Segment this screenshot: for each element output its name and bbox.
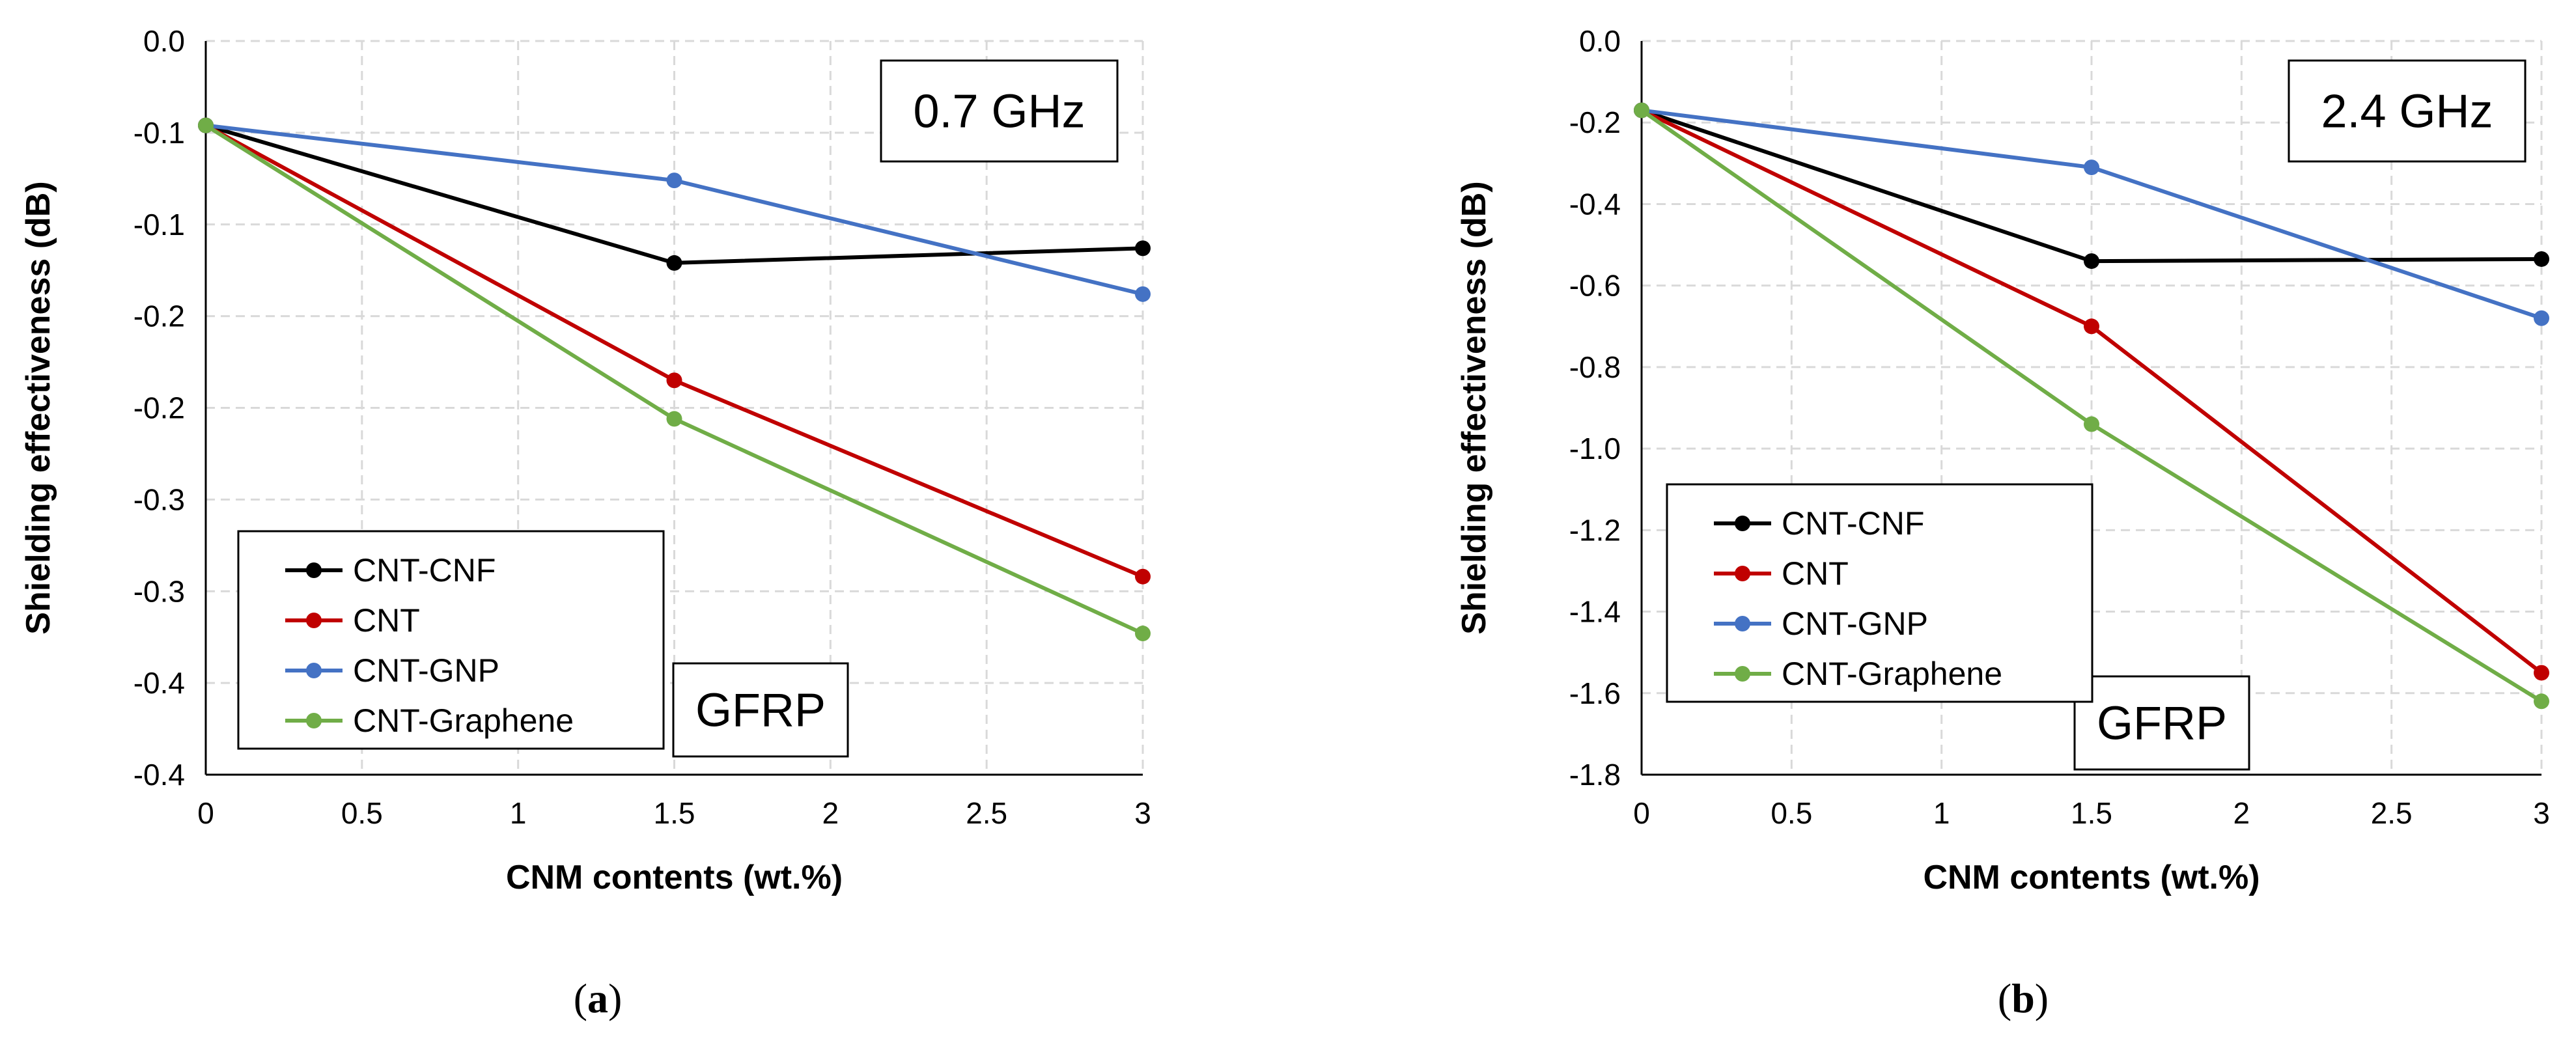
legend-swatch-marker-cnt-gnp: [1735, 616, 1750, 631]
x-tick-label: 1: [1933, 796, 1950, 830]
data-point-cnt-gnp: [666, 173, 682, 189]
x-tick-label: 0: [197, 796, 214, 830]
legend-label-cnt-graphene: CNT-Graphene: [1782, 656, 2002, 692]
panel-caption: (b): [1998, 975, 2049, 1021]
legend-label-cnt: CNT: [1782, 555, 1849, 592]
material-box: [2073, 675, 2250, 771]
data-point-cnt-graphene: [2084, 416, 2099, 432]
data-point-cnt-gnp: [2534, 310, 2549, 326]
x-axis-title: CNM contents (wt.%): [506, 859, 843, 896]
x-tick-label: 1.5: [2071, 796, 2112, 830]
data-point-cnt-graphene: [1634, 102, 1649, 118]
y-tick-label: -0.2: [133, 299, 185, 333]
x-tick-label: 0.5: [341, 796, 383, 830]
y-tick-label: -0.4: [133, 758, 185, 792]
y-tick-label: -0.3: [133, 482, 185, 516]
x-tick-label: 2: [2233, 796, 2250, 830]
data-point-cnt: [666, 372, 682, 389]
data-point-cnt-cnf: [2084, 253, 2099, 270]
y-axis-title: Shielding effectiveness (dB): [20, 181, 57, 634]
legend-label-cnt-cnf: CNT-CNF: [1782, 505, 1924, 542]
y-tick-label: -0.6: [1569, 269, 1621, 303]
legend-swatch-marker-cnt: [1735, 566, 1750, 581]
material-box: [672, 662, 849, 758]
legend-swatch-marker-cnt-cnf: [306, 562, 322, 578]
data-point-cnt-cnf: [2534, 251, 2549, 267]
x-tick-label: 2.5: [2371, 796, 2413, 830]
data-point-cnt-cnf: [1135, 240, 1151, 256]
y-tick-label: -1.8: [1569, 758, 1621, 792]
frequency-label: 0.7 GHz: [913, 86, 1085, 138]
x-axis-title: CNM contents (wt.%): [1923, 859, 2260, 896]
x-tick-label: 0: [1633, 796, 1650, 830]
x-tick-label: 1: [510, 796, 527, 830]
data-point-cnt-gnp: [1135, 286, 1151, 302]
legend-label-cnt-gnp: CNT-GNP: [353, 652, 499, 689]
y-axis-title: Shielding effectiveness (dB): [1455, 181, 1493, 634]
x-tick-label: 3: [1134, 796, 1151, 830]
data-point-cnt: [2534, 665, 2549, 681]
frequency-box: [2288, 59, 2527, 163]
y-tick-label: -0.8: [1569, 350, 1621, 384]
legend-swatch-marker-cnt: [306, 613, 322, 628]
panel-a-chart: 0.0 -0.1 -0.1 -0.2 -0.2 -0.3 -0.3 -0.4 -0.4 0 0.5 1…: [20, 24, 1151, 1021]
y-tick-label: -1.4: [1569, 595, 1621, 629]
frequency-label: 2.4 GHz: [2321, 86, 2493, 138]
data-point-cnt-graphene: [198, 117, 214, 133]
legend-swatch-marker-cnt-graphene: [306, 713, 322, 728]
data-point-cnt-gnp: [2084, 159, 2099, 176]
legend-label-cnt: CNT: [353, 602, 420, 639]
frequency-box: [880, 59, 1119, 163]
legend-label-cnt-graphene: CNT-Graphene: [353, 702, 574, 739]
panel-caption: (a): [574, 975, 623, 1021]
y-tick-label: 0.0: [143, 24, 185, 58]
y-tick-label: -0.2: [1569, 105, 1621, 139]
data-point-cnt-graphene: [1135, 626, 1151, 642]
material-label: GFRP: [2097, 698, 2227, 750]
x-tick-label: 1.5: [654, 796, 695, 830]
legend-label-cnt-cnf: CNT-CNF: [353, 552, 496, 588]
legend-swatch-marker-cnt-graphene: [1735, 666, 1750, 682]
y-tick-label: -0.2: [133, 391, 185, 425]
data-point-cnt: [1135, 568, 1151, 585]
panel-label: b: [2011, 975, 2035, 1021]
y-tick-label: -1.2: [1569, 513, 1621, 547]
data-point-cnt: [2084, 318, 2099, 335]
y-tick-label: 0.0: [1579, 24, 1621, 58]
legend-swatch-marker-cnt-gnp: [306, 663, 322, 678]
x-tick-label: 3: [2533, 796, 2550, 830]
x-tick-label: 0.5: [1771, 796, 1812, 830]
data-point-cnt-graphene: [666, 411, 682, 427]
y-tick-label: -0.1: [133, 116, 185, 150]
y-tick-label: -0.4: [1569, 187, 1621, 221]
x-tick-label: 2: [822, 796, 839, 830]
panel-b-chart: 0.0 -0.2 -0.4 -0.6 -0.8 -1.0 -1.2 -1.4 -1.6 -1.8 0…: [1455, 24, 2550, 1021]
y-tick-label: -1.6: [1569, 676, 1621, 710]
x-tick-label: 2.5: [966, 796, 1007, 830]
y-tick-label: -0.1: [133, 208, 185, 242]
y-tick-label: -1.0: [1569, 432, 1621, 465]
panel-label: a: [587, 975, 608, 1021]
data-point-cnt-graphene: [2534, 693, 2549, 710]
legend-swatch-marker-cnt-cnf: [1735, 516, 1750, 531]
legend-label-cnt-gnp: CNT-GNP: [1782, 605, 1928, 642]
material-label: GFRP: [695, 685, 826, 737]
y-tick-label: -0.3: [133, 574, 185, 608]
data-point-cnt-cnf: [666, 255, 682, 271]
y-tick-label: -0.4: [133, 666, 185, 700]
